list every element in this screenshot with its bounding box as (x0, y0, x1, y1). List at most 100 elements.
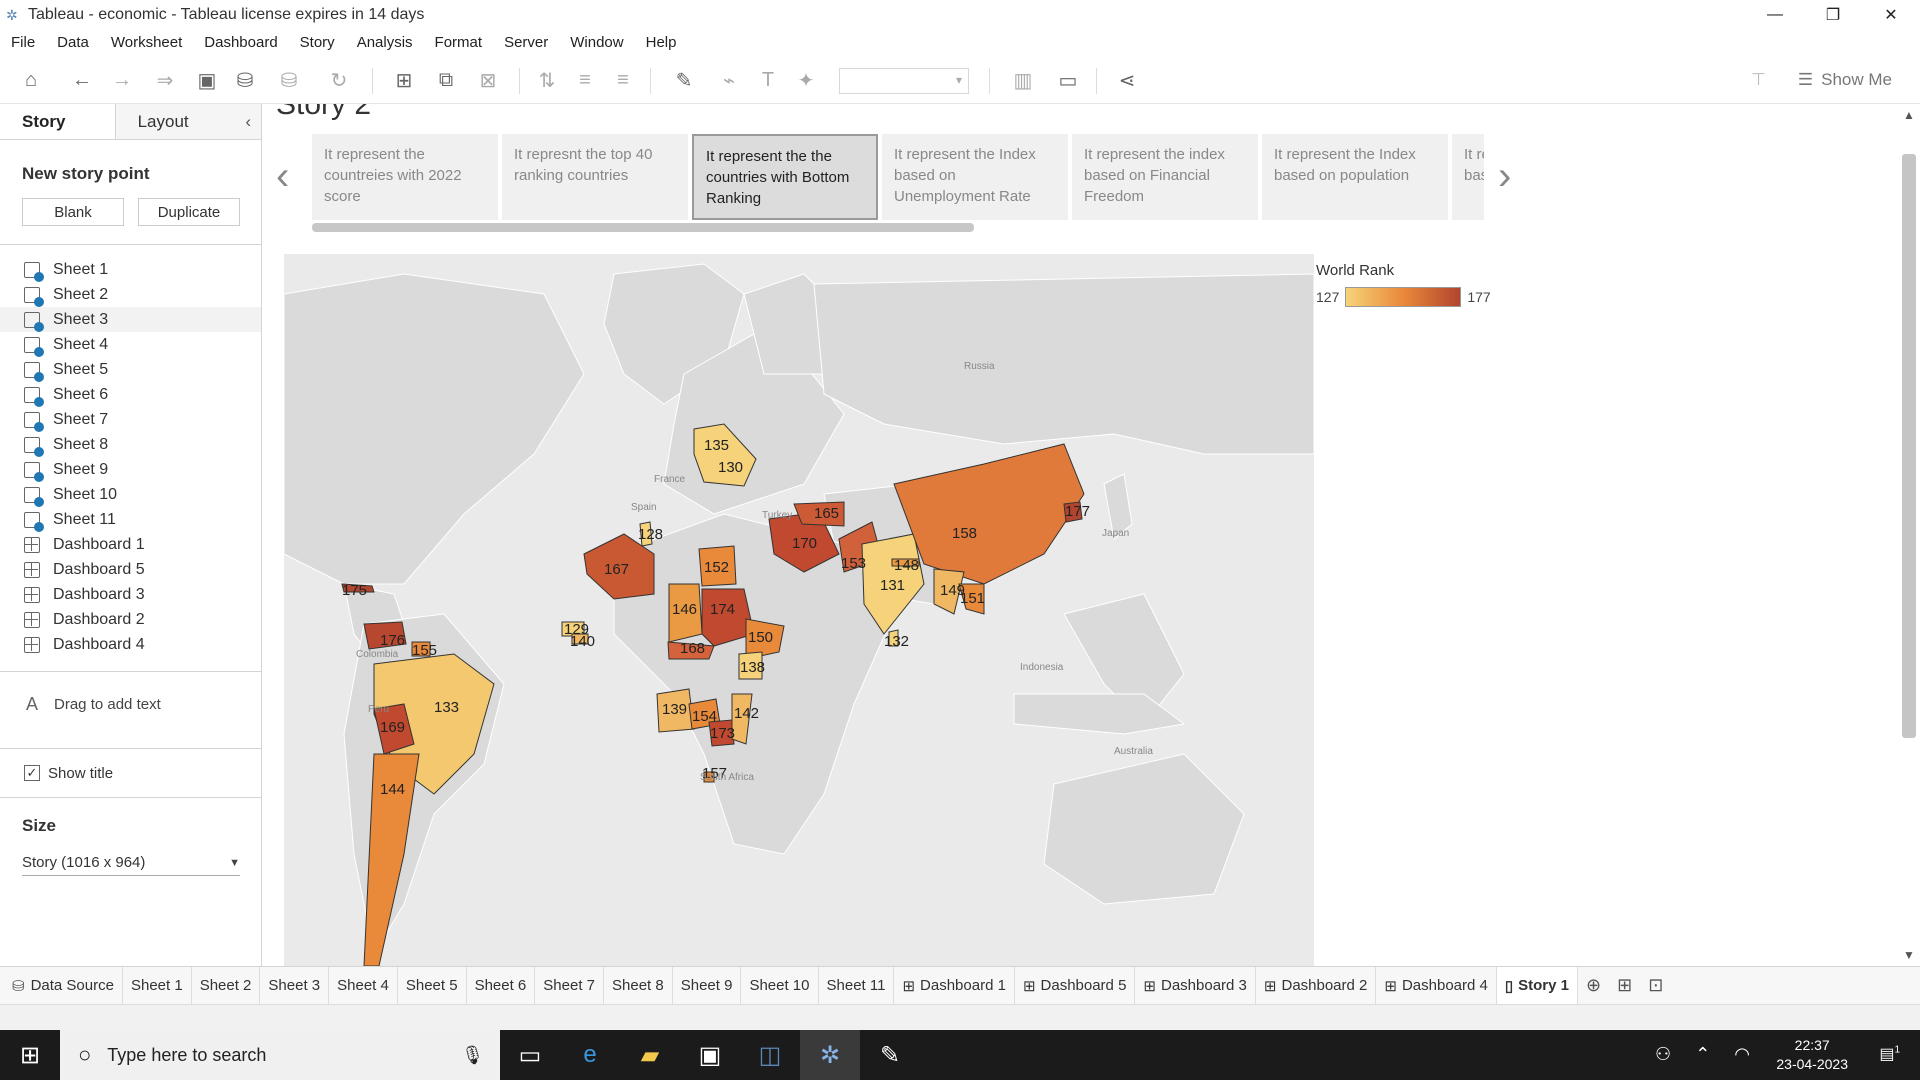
story-point[interactable]: It represent the index based on Financia… (1072, 134, 1258, 220)
collapse-icon[interactable]: ‹ (245, 111, 251, 131)
sheet-tab[interactable]: Sheet 10 (741, 966, 819, 1005)
scroll-up-icon[interactable]: ▲ (1903, 108, 1915, 122)
story-point[interactable]: It represent the Index based on Unemploy… (882, 134, 1068, 220)
task-view-icon[interactable]: ▭ (518, 1041, 542, 1069)
tab-story[interactable]: Story (0, 104, 116, 139)
menu-dashboard[interactable]: Dashboard (204, 33, 278, 51)
previous-story-point-icon[interactable]: ‹ (276, 154, 290, 198)
pause-updates-icon[interactable]: ⛁ (280, 70, 298, 92)
store-icon[interactable]: ▣ (698, 1041, 722, 1069)
sheet-item[interactable]: Sheet 2 (0, 282, 261, 307)
redo-icon[interactable]: → (112, 69, 132, 91)
show-title-checkbox[interactable]: ✓ Show title (0, 749, 261, 797)
edge-browser-icon[interactable]: e (583, 1041, 597, 1068)
windows-start-icon[interactable]: ⊞ (19, 1041, 41, 1069)
tab-data-source[interactable]: ⛁ Data Source (0, 966, 123, 1005)
sheet-tab[interactable]: Sheet 5 (398, 966, 467, 1005)
dashboard-tab[interactable]: ⊞ Dashboard 2 (1256, 966, 1377, 1005)
replay-icon[interactable]: ⇒ (156, 70, 174, 92)
sort-descending-icon[interactable]: ≡ (617, 69, 629, 91)
menu-help[interactable]: Help (645, 33, 677, 51)
story-point[interactable]: It represent the Index based on GDP grow… (1452, 134, 1484, 220)
next-story-point-icon[interactable]: › (1498, 154, 1512, 198)
new-dashboard-icon[interactable]: ⊞ (1617, 975, 1633, 995)
menu-story[interactable]: Story (299, 33, 335, 51)
new-datasource-icon[interactable]: ⛁ (236, 70, 254, 92)
dashboard-tab[interactable]: ⊞ Dashboard 1 (894, 966, 1015, 1005)
share-icon[interactable]: ⋖ (1118, 70, 1136, 92)
show-me-button[interactable]: ⊤ ☰ Show Me (1751, 70, 1892, 90)
save-icon[interactable]: ▣ (197, 70, 217, 92)
menu-format[interactable]: Format (434, 33, 483, 51)
sheet-item[interactable]: Sheet 5 (0, 357, 261, 382)
restore-button[interactable]: ❐ (1825, 7, 1841, 24)
duplicate-sheet-icon[interactable]: ⧉ (438, 69, 454, 91)
labels-icon[interactable]: T (761, 69, 775, 91)
world-map[interactable]: 135 130 167 128 152 146 174 168 150 138 … (284, 254, 1314, 966)
tableau-app-icon[interactable]: ✲ (800, 1030, 860, 1080)
tab-layout[interactable]: Layout ‹ (115, 104, 261, 139)
pin-icon[interactable]: ✦ (797, 70, 815, 92)
close-button[interactable]: ✕ (1884, 7, 1898, 24)
sheet-item[interactable]: Sheet 8 (0, 432, 261, 457)
sheet-tab[interactable]: Sheet 7 (535, 966, 604, 1005)
story-point[interactable]: It represnt the top 40 ranking countries (502, 134, 688, 220)
dashboard-tab[interactable]: ⊞ Dashboard 5 (1015, 966, 1136, 1005)
dashboard-item[interactable]: Dashboard 4 (0, 632, 261, 657)
show-cards-icon[interactable]: ▥ (1013, 70, 1033, 92)
new-worksheet-icon[interactable]: ⊕ (1586, 975, 1602, 995)
chevron-up-icon[interactable]: ⌃ (1695, 1044, 1711, 1064)
new-story-icon[interactable]: ⊡ (1648, 975, 1664, 995)
people-icon[interactable]: ⚇ (1655, 1044, 1672, 1064)
swap-icon[interactable]: ⇅ (538, 70, 556, 92)
sheet-item[interactable]: Sheet 1 (0, 257, 261, 282)
new-sheet-icon[interactable]: ⊞ (395, 70, 413, 92)
size-select[interactable]: Story (1016 x 964) ▼ (22, 850, 240, 876)
sheet-item[interactable]: Sheet 4 (0, 332, 261, 357)
dashboard-item[interactable]: Dashboard 3 (0, 582, 261, 607)
dashboard-item[interactable]: Dashboard 2 (0, 607, 261, 632)
sheet-tab[interactable]: Sheet 4 (329, 966, 398, 1005)
sheet-tab[interactable]: Sheet 3 (260, 966, 330, 1005)
sheet-tab[interactable]: Sheet 6 (467, 966, 536, 1005)
fit-select[interactable] (839, 67, 969, 94)
story-point-scrollbar[interactable] (312, 223, 974, 232)
sheet-tab[interactable]: Sheet 9 (673, 966, 742, 1005)
dashboard-item[interactable]: Dashboard 1 (0, 532, 261, 557)
wifi-icon[interactable]: ◠ (1734, 1044, 1750, 1064)
minimize-button[interactable]: — (1767, 6, 1783, 23)
sheet-tab[interactable]: Sheet 11 (819, 966, 895, 1005)
home-icon[interactable]: ⌂ (24, 69, 38, 91)
highlight-icon[interactable]: ✎ (675, 70, 693, 92)
sheet-tab[interactable]: Sheet 2 (192, 966, 261, 1005)
dashboard-tab[interactable]: ⊞ Dashboard 3 (1135, 966, 1256, 1005)
file-explorer-icon[interactable]: ▰ (640, 1041, 660, 1069)
scroll-down-icon[interactable]: ▼ (1903, 948, 1915, 962)
group-icon[interactable]: ⌁ (722, 70, 736, 92)
refresh-icon[interactable]: ↻ (330, 70, 348, 92)
blank-button[interactable]: Blank (22, 198, 124, 226)
sheet-item[interactable]: Sheet 7 (0, 407, 261, 432)
scroll-thumb[interactable] (1902, 154, 1916, 738)
menu-file[interactable]: File (11, 33, 36, 51)
duplicate-button[interactable]: Duplicate (138, 198, 240, 226)
sheet-item[interactable]: Sheet 6 (0, 382, 261, 407)
taskbar-search[interactable]: ○ Type here to search 🎙 (60, 1030, 500, 1080)
taskbar-clock[interactable]: 22:37 23-04-2023 (1776, 1036, 1848, 1074)
sheet-item[interactable]: Sheet 11 (0, 507, 261, 532)
dashboard-item[interactable]: Dashboard 5 (0, 557, 261, 582)
vertical-scrollbar[interactable]: ▲ ▼ (1898, 104, 1920, 966)
notifications-icon[interactable]: ▤1 (1879, 1044, 1900, 1063)
sheet-item[interactable]: Sheet 10 (0, 482, 261, 507)
dashboard-tab[interactable]: ⊞ Dashboard 4 (1376, 966, 1497, 1005)
sheet-tab[interactable]: Sheet 8 (604, 966, 673, 1005)
story-point[interactable]: It represent the Index based on populati… (1262, 134, 1448, 220)
story-tab-active[interactable]: ▯ Story 1 (1496, 966, 1578, 1005)
undo-icon[interactable]: ← (72, 69, 92, 91)
clear-sheet-icon[interactable]: ⊠ (479, 70, 497, 92)
sort-ascending-icon[interactable]: ≡ (579, 69, 591, 91)
menu-analysis[interactable]: Analysis (356, 33, 413, 51)
menu-data[interactable]: Data (57, 33, 89, 51)
sheet-item[interactable]: Sheet 9 (0, 457, 261, 482)
presentation-icon[interactable]: ▭ (1058, 70, 1078, 92)
